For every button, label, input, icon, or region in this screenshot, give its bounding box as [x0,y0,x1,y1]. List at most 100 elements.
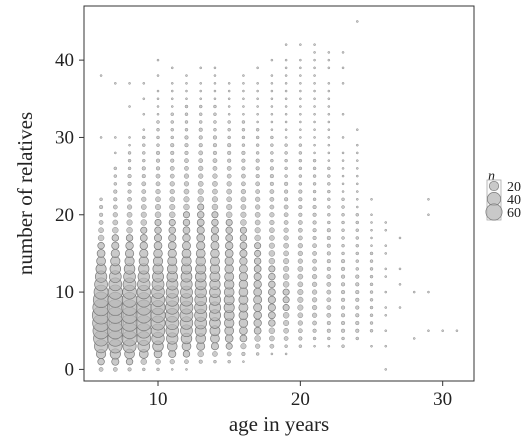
data-point [313,74,316,77]
data-point [370,344,373,348]
data-point [326,235,331,240]
data-point [282,281,290,288]
data-point [341,205,345,209]
data-point [197,181,204,187]
data-point [241,135,246,140]
data-point [212,143,217,148]
data-point [154,233,162,242]
data-point [270,143,274,147]
data-point [126,211,133,218]
data-point [142,151,146,155]
data-point [284,89,288,93]
data-point [156,367,160,372]
data-point [312,304,318,311]
data-point [184,158,189,163]
data-point [369,251,374,256]
data-point [356,151,359,155]
data-point [256,112,259,116]
data-point [255,196,261,202]
data-point [169,173,175,179]
data-point [284,166,288,171]
data-point [341,174,345,178]
data-point [99,197,103,201]
data-point [312,289,318,295]
data-point [284,197,289,202]
data-point [284,82,288,85]
data-point [313,82,316,85]
data-point [299,97,302,101]
data-point [255,343,261,349]
data-point [140,358,147,365]
legend-label: 60 [507,206,521,221]
data-point [341,220,345,225]
data-point [170,135,174,140]
data-point [283,250,289,257]
data-point [156,120,160,124]
data-point [270,58,274,62]
data-point [298,336,303,341]
data-point [341,320,346,326]
x-axis-title: age in years [229,412,329,436]
data-point [298,235,303,241]
data-point [198,165,204,171]
data-point [327,336,331,341]
data-point [370,198,373,201]
data-point [253,318,262,328]
data-point [184,143,189,148]
data-point [197,188,204,195]
data-point [198,158,204,163]
data-point [125,241,134,250]
data-point [384,244,388,247]
data-point [356,159,359,162]
data-point [210,342,219,351]
data-point [169,211,176,218]
data-point [112,227,119,234]
data-point [196,241,206,251]
data-point [398,283,402,286]
data-point [181,248,192,259]
data-point [98,227,104,233]
data-point [139,234,148,242]
data-point [126,227,133,234]
data-point [255,143,260,147]
data-point [284,174,288,178]
data-point [384,314,388,317]
data-point [212,173,218,179]
data-point [196,218,205,227]
data-point [299,66,302,70]
data-point [384,228,388,232]
data-point [253,257,262,265]
data-point [284,158,288,163]
data-point [341,112,345,116]
data-point [284,97,288,101]
data-point [369,305,374,310]
data-point [198,127,203,132]
data-point [313,344,316,348]
data-point [384,275,388,278]
data-point [284,105,288,108]
data-point [270,112,274,116]
data-point [327,159,331,162]
data-point [269,335,275,342]
data-point [213,359,217,364]
y-axis: 0 10 20 30 40 [55,50,84,380]
data-point [254,211,261,218]
data-point [284,74,288,77]
data-point [254,219,261,226]
data-point [97,234,105,242]
data-point [239,257,248,266]
data-point [183,203,190,211]
data-point [412,290,416,294]
data-point [312,266,317,272]
data-point [412,337,416,340]
data-point [282,312,290,319]
data-point [326,289,332,295]
data-point [341,82,345,85]
data-point [239,226,247,234]
data-point [384,306,388,309]
data-point [298,344,303,348]
data-point [255,174,260,179]
data-point [297,281,304,288]
